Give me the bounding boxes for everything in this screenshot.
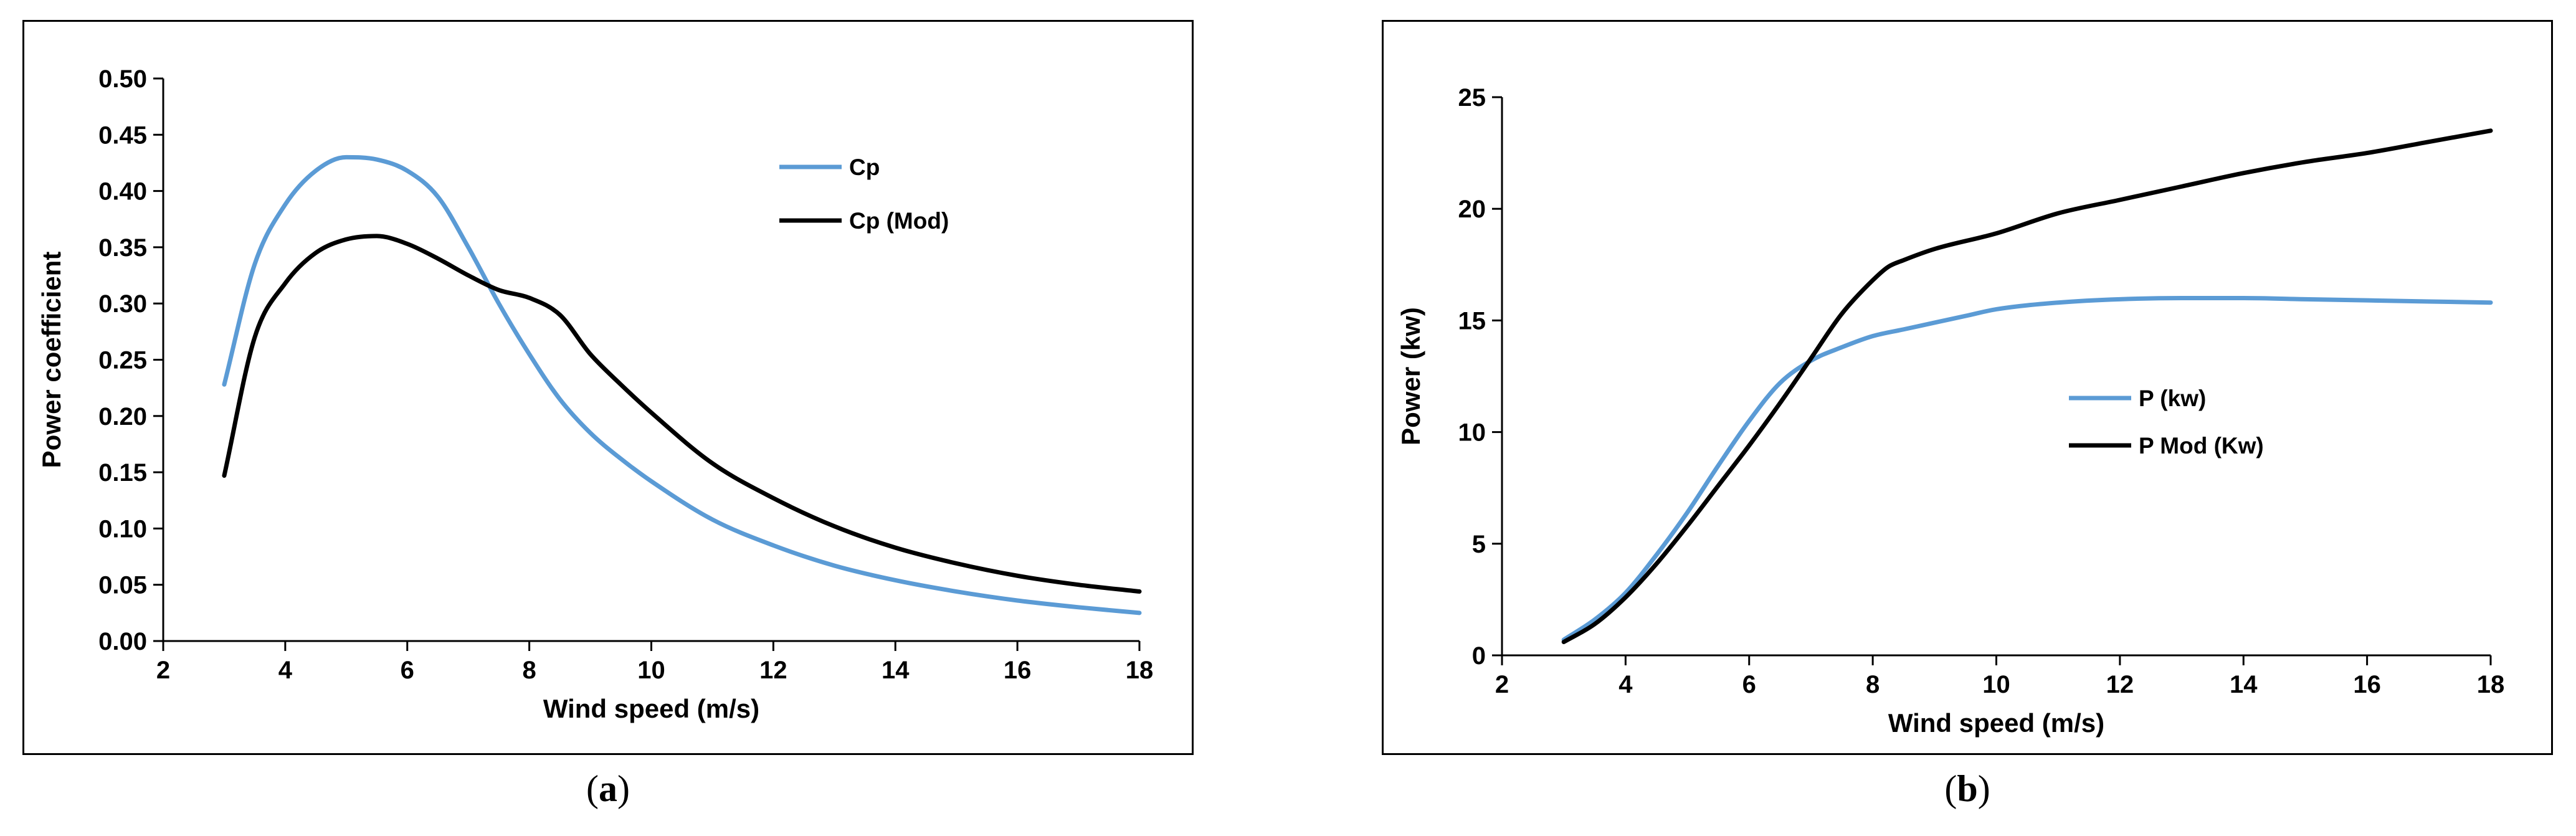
chart-a-y-tick-label: 0.40 bbox=[98, 178, 147, 206]
chart-b-y-tick-label: 20 bbox=[1458, 196, 1486, 223]
panel-caption-b: (b) bbox=[1944, 768, 1990, 809]
chart-b-x-tick-label: 6 bbox=[1742, 671, 1756, 698]
chart-b-y-tick-label: 15 bbox=[1458, 307, 1486, 335]
chart-a-y-tick-label: 0.00 bbox=[98, 628, 147, 655]
chart-b: 0 5 10 15 20 25 2 4 6 8 10 12 14 16 18 Wind speed (m/s)… bbox=[1396, 84, 2505, 738]
chart-a-x-tick-label: 6 bbox=[401, 657, 414, 684]
chart-a-legend-label-1: Cp bbox=[849, 154, 880, 180]
chart-b-series-line-2 bbox=[1561, 128, 2493, 644]
chart-a-y-tick-label: 0.35 bbox=[98, 234, 147, 262]
chart-a-y-tick-label: 0.10 bbox=[98, 515, 147, 543]
chart-b-x-tick-label: 2 bbox=[1495, 671, 1509, 698]
chart-b-y-tick-label: 25 bbox=[1458, 84, 1486, 112]
chart-a-x-tick-label: 2 bbox=[156, 657, 170, 684]
chart-a-x-tick-label: 10 bbox=[637, 657, 665, 684]
panel-caption-a: (a) bbox=[586, 768, 630, 809]
chart-a-series-line-1 bbox=[222, 154, 1142, 615]
chart-panel-a-frame: 0.00 0.05 0.10 0.15 0.20 0.25 0.30 0.35 0.40 0.45… bbox=[22, 20, 1194, 755]
chart-a-legend-label-2: Cp (Mod) bbox=[849, 208, 949, 234]
chart-a-y-tick-label: 0.05 bbox=[98, 572, 147, 599]
chart-b-x-tick-label: 18 bbox=[2477, 671, 2505, 698]
chart-b-x-tick-label: 4 bbox=[1618, 671, 1633, 698]
chart-b-x-axis-title: Wind speed (m/s) bbox=[1888, 708, 2104, 738]
chart-a-series-line-2 bbox=[222, 234, 1142, 594]
chart-a-x-tick-label: 12 bbox=[759, 657, 787, 684]
chart-a-x-tick-label: 16 bbox=[1004, 657, 1032, 684]
panel-caption-b-letter: b bbox=[1957, 768, 1978, 809]
chart-a-x-tick-label: 4 bbox=[278, 657, 293, 684]
panel-caption-a-letter: a bbox=[599, 768, 617, 809]
chart-a-y-tick-label: 0.25 bbox=[98, 347, 147, 374]
chart-b-y-tick-label: 5 bbox=[1472, 531, 1486, 558]
chart-a-x-tick-label: 8 bbox=[523, 657, 536, 684]
chart-b-legend-label-2: P Mod (Kw) bbox=[2139, 433, 2264, 458]
chart-b-x-tick-label: 10 bbox=[1982, 671, 2010, 698]
chart-panel-b-frame: 0 5 10 15 20 25 2 4 6 8 10 12 14 16 18 Wind speed (m/s)… bbox=[1382, 20, 2553, 755]
chart-b-x-tick-label: 8 bbox=[1866, 671, 1880, 698]
chart-a-y-tick-label: 0.50 bbox=[98, 65, 147, 93]
chart-a-y-tick-label: 0.45 bbox=[98, 121, 147, 149]
chart-b-y-axis-title: Power (kw) bbox=[1396, 307, 1425, 445]
chart-a-x-tick-label: 14 bbox=[882, 657, 910, 684]
chart-a-y-tick-label: 0.15 bbox=[98, 459, 147, 487]
chart-a-y-tick-label: 0.30 bbox=[98, 290, 147, 318]
chart-a-x-axis-title: Wind speed (m/s) bbox=[543, 694, 759, 723]
chart-b-x-tick-label: 12 bbox=[2106, 671, 2134, 698]
chart-b-series-line-1 bbox=[1561, 296, 2493, 642]
chart-b-y-tick-label: 10 bbox=[1458, 419, 1486, 447]
chart-a: 0.00 0.05 0.10 0.15 0.20 0.25 0.30 0.35 0.40 0.45… bbox=[37, 65, 1154, 723]
chart-b-x-tick-label: 14 bbox=[2230, 671, 2258, 698]
chart-b-y-tick-label: 0 bbox=[1472, 642, 1486, 670]
chart-a-y-tick-label: 0.20 bbox=[98, 403, 147, 430]
chart-b-x-tick-label: 16 bbox=[2353, 671, 2381, 698]
chart-b-legend-label-1: P (kw) bbox=[2139, 386, 2206, 411]
chart-a-y-axis-title: Power coefficient bbox=[37, 252, 66, 468]
chart-a-x-tick-label: 18 bbox=[1126, 657, 1154, 684]
